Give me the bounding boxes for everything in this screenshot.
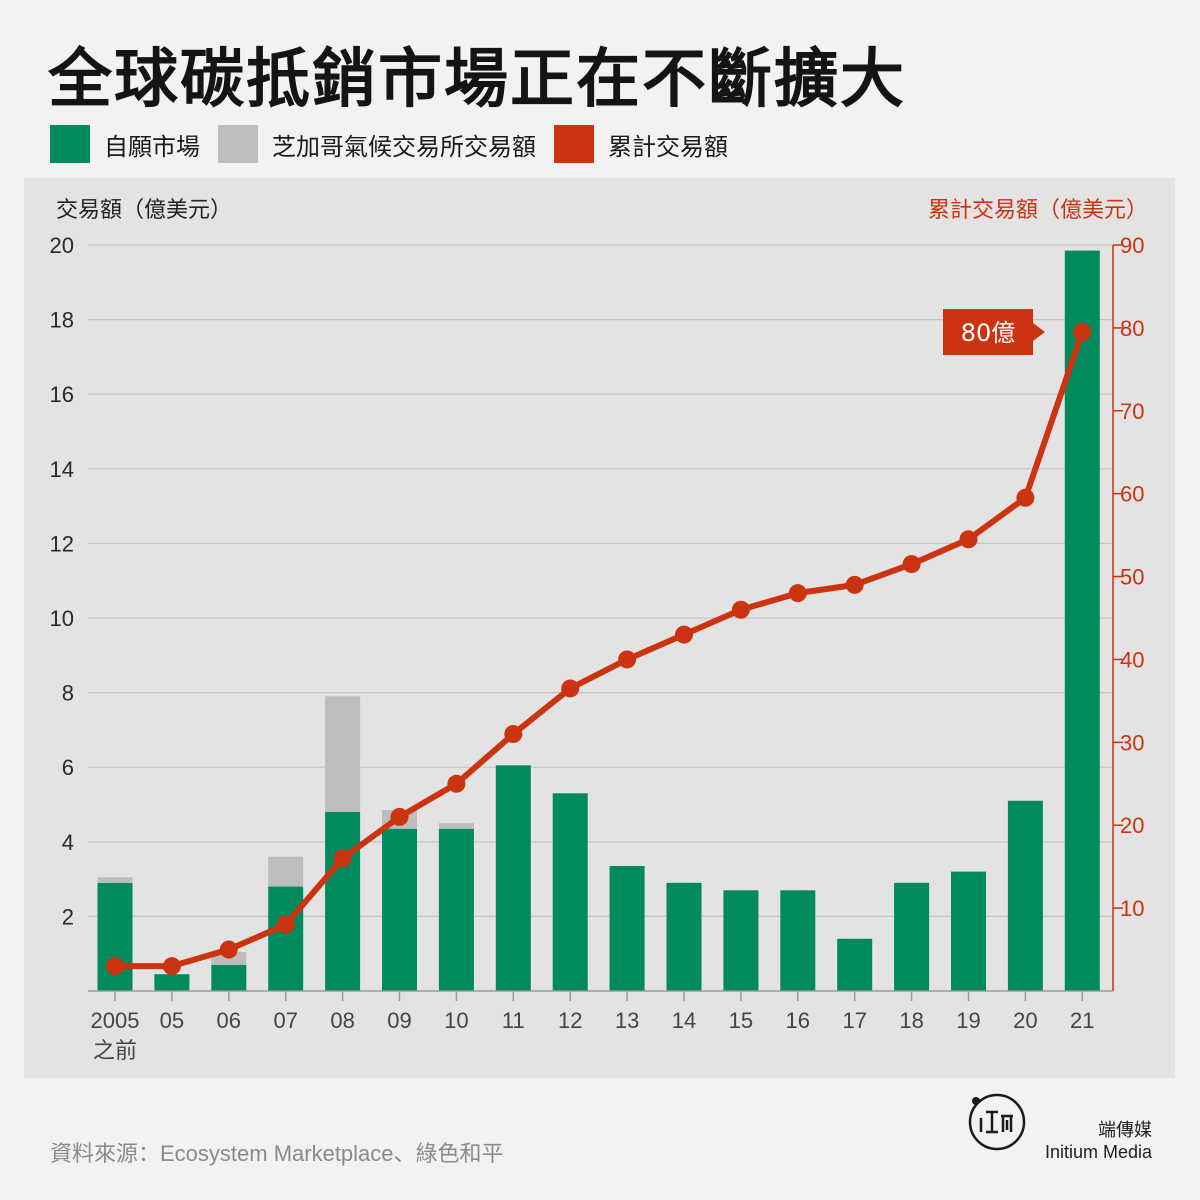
cumulative-point	[731, 600, 750, 619]
bar-ccx	[325, 696, 361, 812]
y2-axis-title: 累計交易額（億美元）	[927, 198, 1148, 223]
y2-tick-label: 50	[1120, 565, 1144, 590]
legend-label-cumulative: 累計交易額	[608, 132, 728, 161]
brand-name-en: Initium Media	[1044, 1142, 1152, 1162]
x-tick-label: 18	[899, 1008, 923, 1033]
bar-voluntary	[894, 882, 930, 991]
x-tick-label: 19	[956, 1008, 980, 1033]
page-title: 全球碳抵銷市場正在不斷擴大	[48, 43, 906, 117]
legend-label-ccx: 芝加哥氣候交易所交易額	[272, 132, 536, 161]
legend-item-ccx: 芝加哥氣候交易所交易額	[218, 125, 536, 163]
y-tick-label: 14	[50, 457, 74, 482]
x-tick-label: 07	[273, 1008, 297, 1033]
bar-voluntary	[837, 938, 873, 991]
bar-voluntary	[382, 828, 417, 991]
x-tick-label: 16	[786, 1008, 810, 1033]
legend-swatch-ccx	[218, 125, 258, 163]
y-tick-label: 10	[50, 606, 74, 631]
x-tick-label: 12	[558, 1008, 582, 1033]
cumulative-point	[504, 725, 523, 744]
cumulative-point	[959, 530, 978, 549]
y2-tick-label: 80	[1120, 316, 1144, 341]
cumulative-point	[675, 625, 693, 644]
y-tick-label: 16	[50, 382, 74, 407]
y2-tick-label: 10	[1120, 896, 1144, 921]
legend: 自願市場 芝加哥氣候交易所交易額 累計交易額	[50, 124, 746, 164]
x-tick-label: 11	[502, 1008, 525, 1033]
cumulative-point	[162, 957, 181, 976]
y2-tick-label: 20	[1120, 813, 1144, 838]
x-tick-label: 08	[330, 1008, 354, 1033]
annotation-label: 80億	[961, 319, 1016, 347]
bar-voluntary	[154, 974, 190, 991]
x-tick-label: 14	[672, 1008, 696, 1033]
x-tick-label: 之前	[93, 1038, 137, 1063]
cumulative-point	[447, 774, 466, 793]
cumulative-point	[219, 940, 238, 959]
y2-tick-label: 30	[1120, 730, 1144, 755]
y-tick-label: 6	[62, 755, 74, 780]
y-axis-title: 交易額（億美元）	[56, 198, 233, 223]
bar-voluntary	[552, 793, 588, 991]
cumulative-point	[390, 807, 409, 826]
x-tick-label: 09	[387, 1008, 411, 1033]
bar-voluntary	[1007, 800, 1043, 991]
cumulative-point	[333, 849, 352, 868]
cumulative-point	[106, 957, 124, 976]
brand-name-cn: 端傳媒	[1098, 1120, 1152, 1141]
bar-voluntary	[268, 886, 304, 991]
bar-voluntary	[951, 871, 986, 991]
cumulative-point	[1073, 323, 1092, 342]
x-tick-label: 20	[1013, 1008, 1037, 1033]
bar-ccx	[268, 856, 304, 887]
x-tick-label: 05	[160, 1008, 184, 1033]
cumulative-point	[902, 555, 921, 574]
annotation-pointer	[1033, 323, 1045, 342]
bar-voluntary	[780, 890, 816, 991]
cumulative-point	[1016, 488, 1035, 507]
x-tick-label: 21	[1070, 1008, 1094, 1033]
y-tick-label: 12	[50, 531, 74, 556]
bar-ccx	[97, 877, 133, 883]
x-tick-label: 2005	[91, 1008, 140, 1033]
y2-tick-label: 40	[1120, 647, 1144, 672]
y2-tick-label: 90	[1120, 233, 1144, 258]
bar-voluntary	[723, 890, 759, 991]
bar-voluntary	[609, 866, 645, 991]
legend-item-voluntary: 自願市場	[50, 125, 200, 163]
bar-voluntary	[666, 882, 702, 991]
y-tick-label: 8	[62, 681, 74, 706]
source-note: 資料來源：Ecosystem Marketplace、綠色和平	[50, 1141, 504, 1166]
x-tick-label: 10	[444, 1008, 468, 1033]
bar-voluntary	[495, 765, 531, 991]
y-tick-label: 18	[50, 308, 74, 333]
initium-logo	[968, 1080, 1038, 1164]
legend-swatch-voluntary	[50, 125, 90, 163]
cumulative-point	[618, 650, 637, 669]
legend-label-voluntary: 自願市場	[104, 132, 200, 161]
legend-swatch-cumulative	[554, 125, 594, 163]
y-tick-label: 2	[62, 904, 74, 929]
cumulative-point	[276, 915, 295, 934]
x-tick-label: 17	[842, 1008, 866, 1033]
y2-tick-label: 70	[1120, 399, 1144, 424]
cumulative-line	[112, 329, 1086, 970]
y-tick-label: 4	[62, 830, 74, 855]
x-tick-label: 15	[729, 1008, 753, 1033]
initium-logo-icon	[968, 1093, 1026, 1151]
bar-voluntary	[325, 811, 361, 991]
y-tick-label: 20	[50, 233, 74, 258]
x-tick-label: 13	[615, 1008, 639, 1033]
x-tick-label: 06	[217, 1008, 241, 1033]
bar-ccx	[438, 823, 474, 829]
legend-item-cumulative: 累計交易額	[554, 125, 728, 163]
cumulative-point	[845, 575, 864, 594]
cumulative-point	[788, 584, 807, 603]
cumulative-point	[561, 679, 580, 698]
y2-tick-label: 60	[1120, 482, 1144, 507]
bar-voluntary	[211, 964, 247, 991]
bar-voluntary	[438, 828, 474, 991]
annotation-box	[943, 309, 1033, 356]
